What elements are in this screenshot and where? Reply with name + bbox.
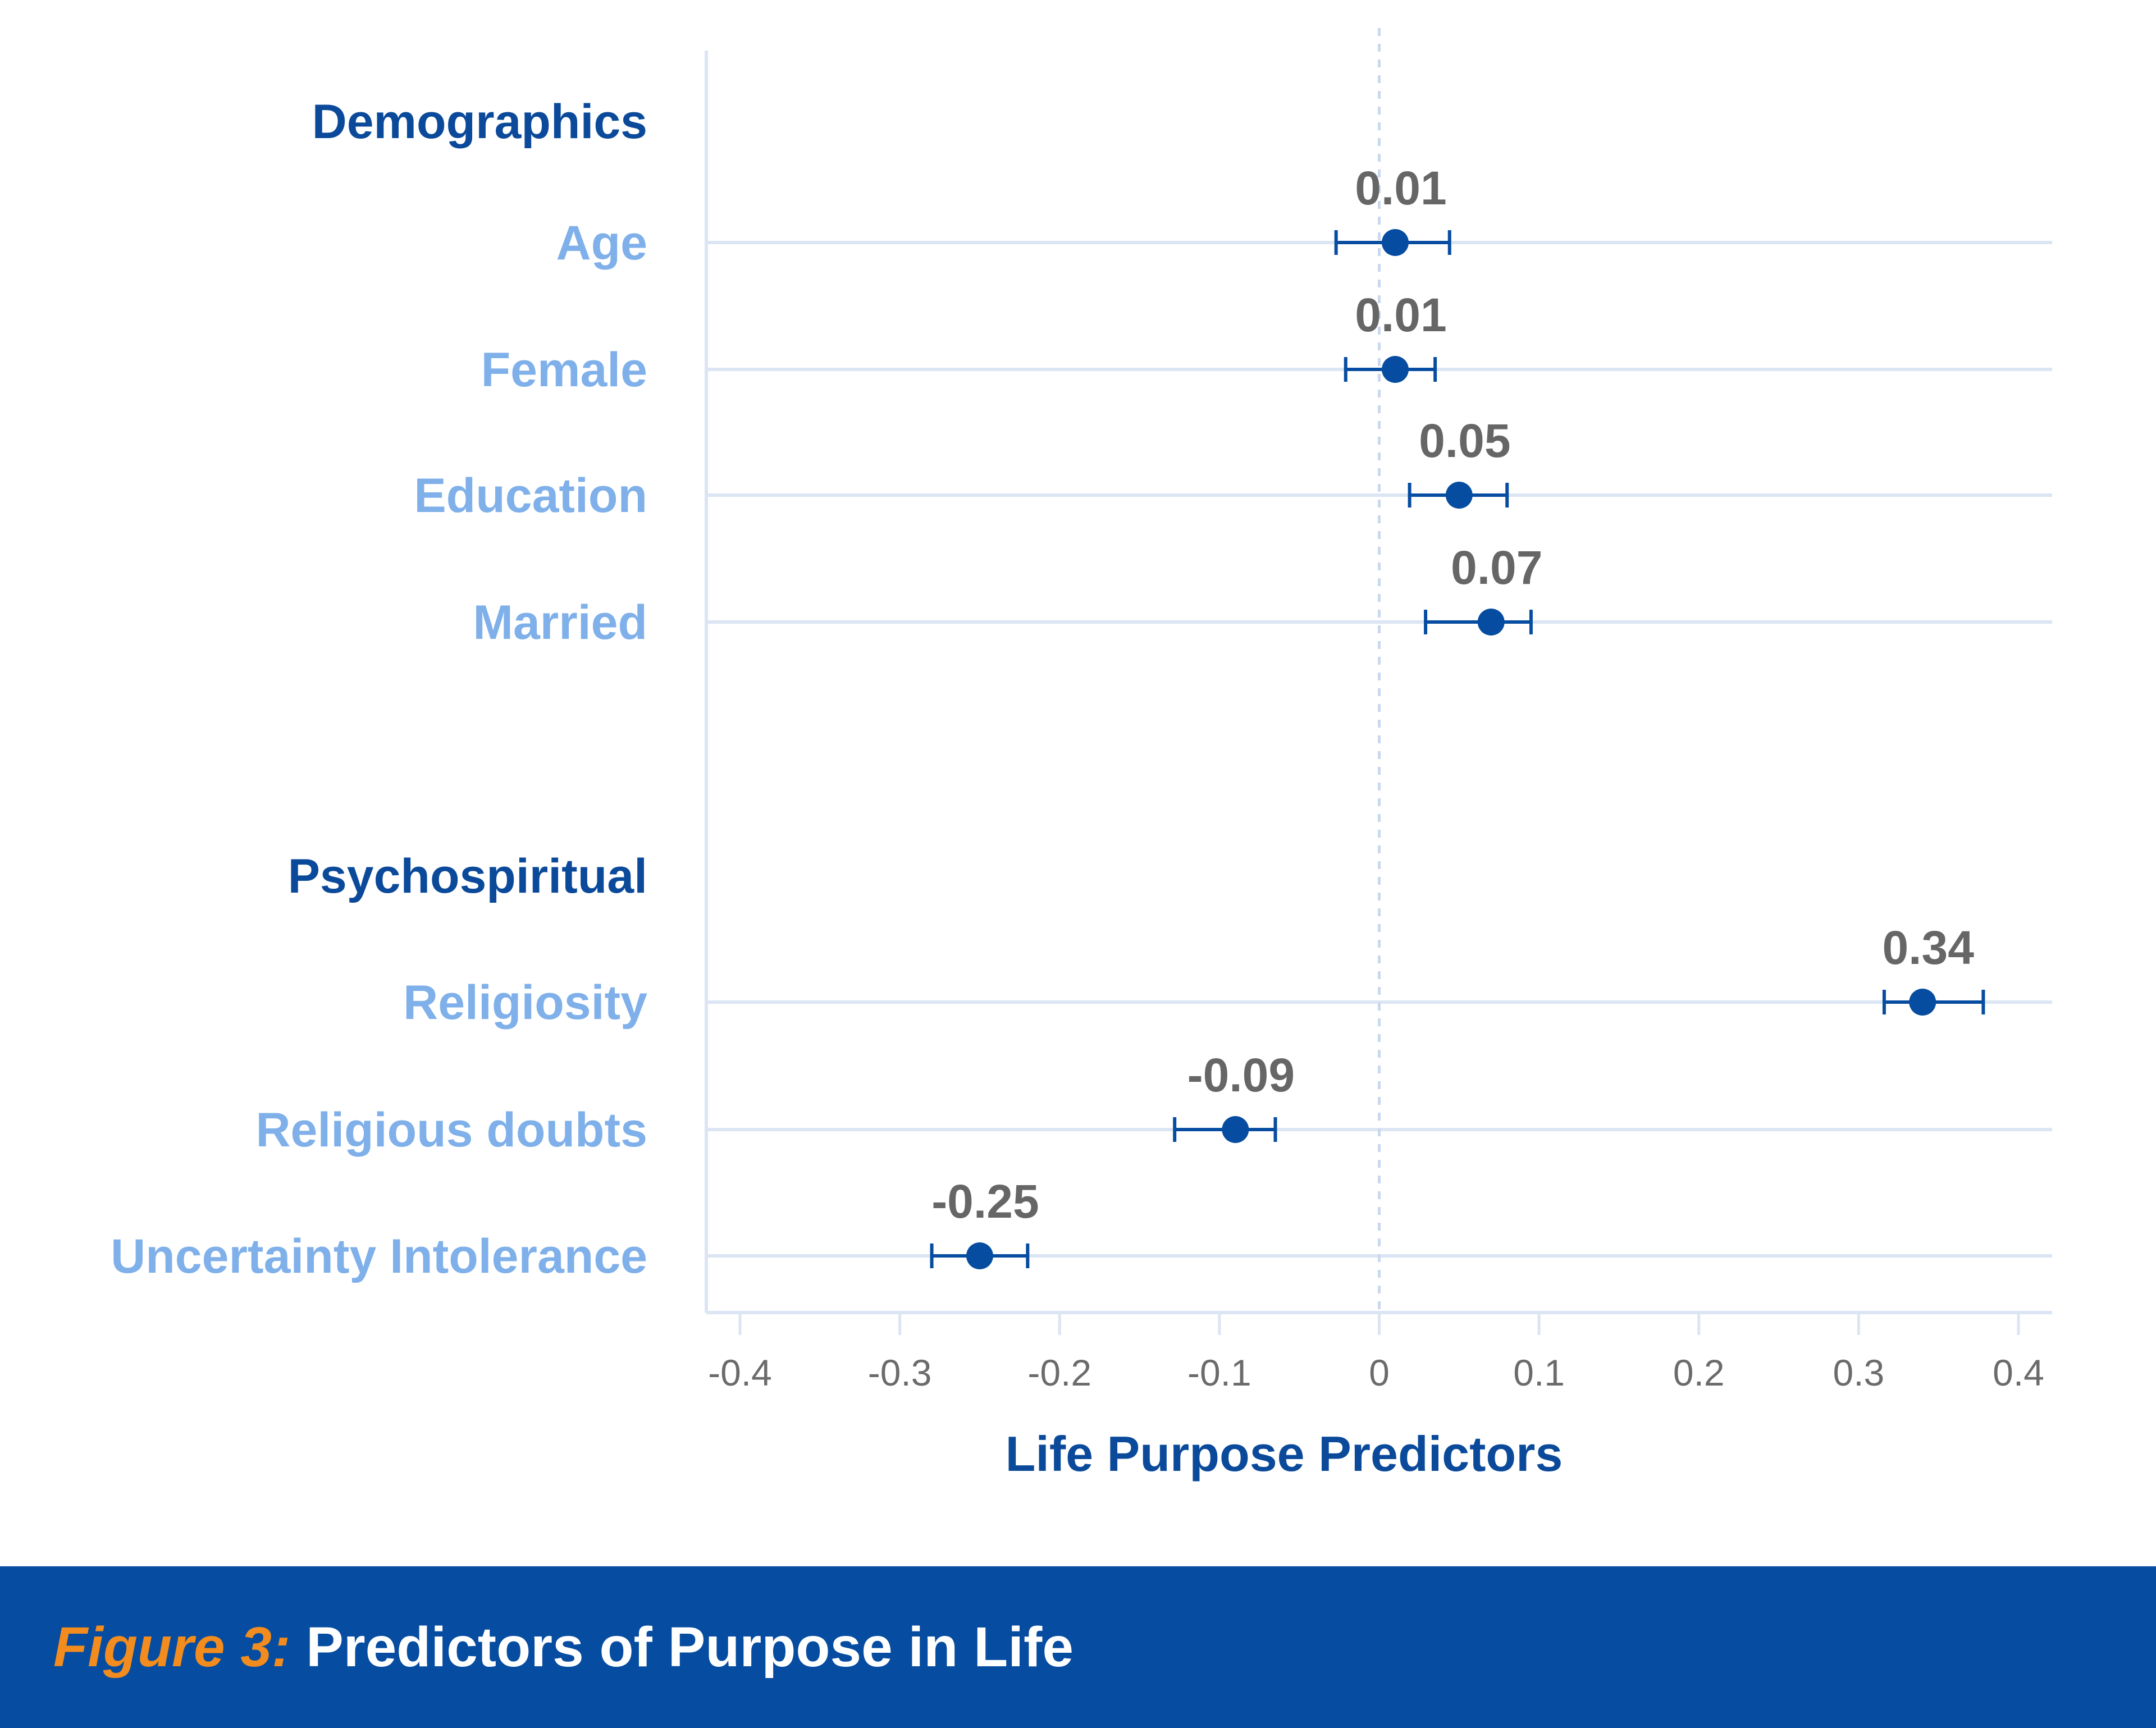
axes: -0.4 -0.3 -0.2 -0.1 0 0.1 0.2 0.3 0.4 [705,28,2052,1393]
figure-title: Predictors of Purpose in Life [306,1616,1074,1679]
category-labels: Demographics Age Female Education Married Psy… [111,95,647,1283]
x-tick-label: 0.3 [1833,1352,1885,1393]
data-point [1381,356,1409,383]
data-value-label: 0.07 [1451,541,1543,594]
data-point [1381,229,1409,256]
data-point [1477,609,1505,636]
category-label: Female [481,343,647,397]
category-label: Education [414,469,647,523]
x-tick-label: -0.3 [868,1352,932,1393]
category-label: Uncertainty Intolerance [111,1229,647,1283]
category-label: Religious doubts [255,1103,647,1157]
x-tick-label: -0.2 [1027,1352,1091,1393]
figure-caption: Figure 3: Predictors of Purpose in Life [53,1566,1074,1728]
data-value-label: -0.09 [1187,1049,1295,1101]
category-label: Religiosity [403,976,647,1030]
group-heading: Demographics [312,95,647,149]
data-point [966,1242,993,1269]
x-tick-label: 0.2 [1673,1352,1725,1393]
x-tick-label: 0.1 [1513,1352,1565,1393]
data-marks: 0.01 0.01 0.05 0.07 0.34 -0.09 -0.25 [930,162,1985,1269]
data-value-label: 0.05 [1419,414,1511,467]
x-tick-label: -0.1 [1187,1352,1251,1393]
x-tick-label: 0.4 [1993,1352,2044,1393]
data-value-label: 0.34 [1882,921,1974,974]
category-label: Age [556,216,647,270]
category-label: Married [473,596,647,650]
forest-plot: -0.4 -0.3 -0.2 -0.1 0 0.1 0.2 0.3 0.4 Demographi… [111,28,2052,1482]
x-axis-title: Life Purpose Predictors [1006,1426,1563,1482]
x-tick-label: -0.4 [708,1352,772,1393]
data-point [1222,1116,1249,1143]
data-value-label: 0.01 [1355,162,1447,214]
figure-caption-bar: Figure 3: Predictors of Purpose in Life [0,1566,2156,1728]
data-value-label: 0.01 [1355,289,1447,341]
data-point [1445,482,1473,509]
data-value-label: -0.25 [931,1175,1039,1228]
x-tick-label: 0 [1369,1352,1390,1393]
data-point [1909,989,1936,1016]
group-heading: Psychospiritual [288,849,647,903]
figure-number: Figure 3: [53,1616,291,1679]
